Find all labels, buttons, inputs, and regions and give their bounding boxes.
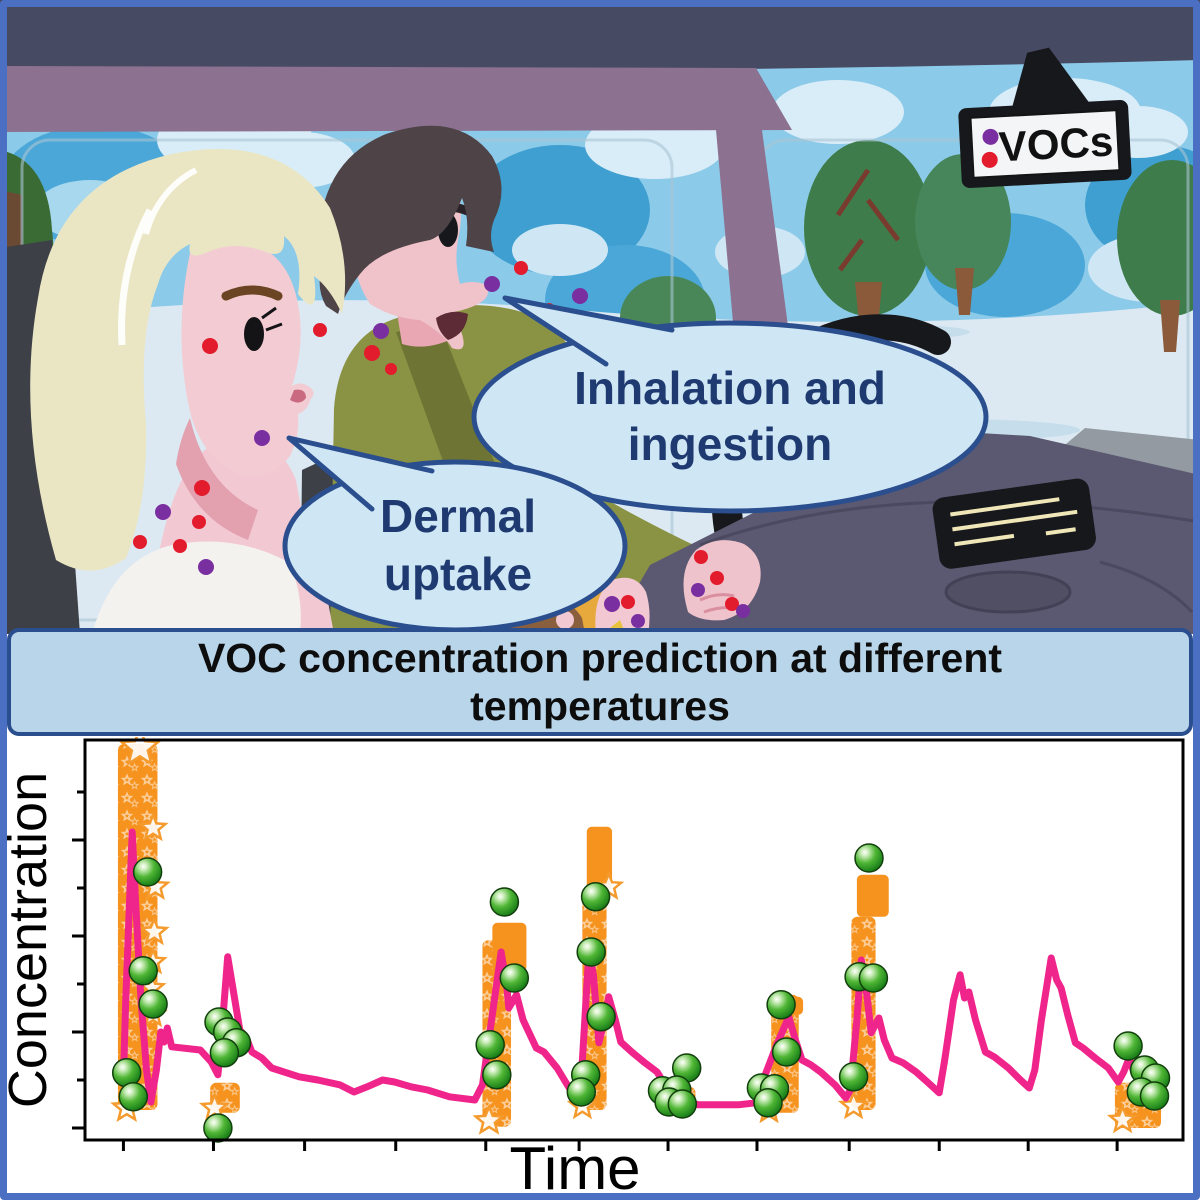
tag-strap <box>1012 47 1090 108</box>
inhalation-label-line2: ingestion <box>628 418 832 470</box>
green-sphere-marker <box>132 857 163 887</box>
green-sphere-marker <box>586 1002 616 1032</box>
green-sphere-marker <box>580 882 611 912</box>
speech-bubble-dermal: Dermal uptake <box>282 435 628 633</box>
orange-band-cap <box>586 826 613 890</box>
vocs-air-freshener: VOCs <box>958 47 1132 188</box>
banner-line1: VOC concentration prediction at differen… <box>197 634 1003 681</box>
green-sphere-marker <box>854 843 884 873</box>
star-marker <box>1106 1103 1139 1134</box>
green-sphere-marker <box>475 1030 505 1060</box>
section-banner: VOC concentration prediction at differen… <box>7 628 1193 736</box>
green-sphere-marker <box>489 887 520 917</box>
car-interior-illustration: VOCs Inhalation and ingestion Dermal upt… <box>0 0 1200 634</box>
passenger-blouse <box>92 541 301 634</box>
banner-line2: temperatures <box>470 683 730 729</box>
chart-content: Time Concentration <box>0 737 1185 1200</box>
child-ear <box>556 611 574 629</box>
passenger-eyebrow <box>221 285 283 301</box>
prediction-line <box>119 828 1164 1109</box>
dermal-label-line2: uptake <box>384 548 532 600</box>
speech-bubble-inhalation: Inhalation and ingestion <box>471 295 989 514</box>
green-sphere-marker <box>1139 1081 1170 1111</box>
passenger-lips <box>290 389 306 403</box>
purple-voc-dots <box>155 276 833 628</box>
green-sphere-marker <box>576 937 606 967</box>
green-sphere-marker <box>138 989 168 1019</box>
infotainment-display <box>932 478 1096 569</box>
green-sphere-marker <box>499 963 530 993</box>
tag-red-dot <box>981 151 998 168</box>
vocs-tag-label: VOCs <box>998 117 1115 170</box>
green-sphere-marker <box>753 1088 783 1118</box>
green-sphere-marker <box>766 990 796 1020</box>
passenger-face <box>181 241 314 476</box>
star-marker <box>138 915 170 946</box>
green-sphere-marker <box>566 1077 597 1107</box>
inhalation-label-line1: Inhalation and <box>574 362 886 414</box>
green-sphere-marker <box>128 956 158 986</box>
star-marker <box>118 737 162 767</box>
air-vent <box>944 570 1072 614</box>
x-axis-label: Time <box>509 1135 640 1200</box>
green-sphere-marker <box>838 1062 869 1092</box>
green-sphere-marker <box>771 1037 802 1067</box>
orange-band-cap <box>856 874 889 917</box>
green-sphere-marker <box>209 1038 240 1068</box>
passenger-hair <box>30 149 346 571</box>
tag-purple-dot <box>982 128 999 145</box>
roof-header-bar <box>0 66 792 132</box>
y-axis-label: Concentration <box>0 772 58 1108</box>
green-sphere-marker <box>118 1082 149 1112</box>
green-sphere-marker <box>203 1113 233 1143</box>
dermal-label-line1: Dermal <box>380 490 536 542</box>
green-sphere-marker <box>667 1089 698 1119</box>
star-marker <box>472 1103 506 1135</box>
driver-open-mouth <box>436 311 468 340</box>
passenger-eye <box>244 317 264 351</box>
neck-shading <box>176 418 258 540</box>
eyelashes <box>261 306 283 332</box>
star-marker <box>137 811 169 842</box>
tree-foliage <box>804 140 932 316</box>
driver-hair <box>318 125 502 315</box>
green-sphere-marker <box>1113 1031 1143 1061</box>
green-sphere-marker <box>482 1060 512 1090</box>
car-roof <box>0 0 1200 72</box>
green-sphere-marker <box>858 963 889 993</box>
passenger <box>30 149 346 634</box>
star-marker <box>837 1089 870 1120</box>
plot-box <box>83 738 1185 1142</box>
voc-concentration-chart: Time Concentration <box>0 737 1200 1200</box>
